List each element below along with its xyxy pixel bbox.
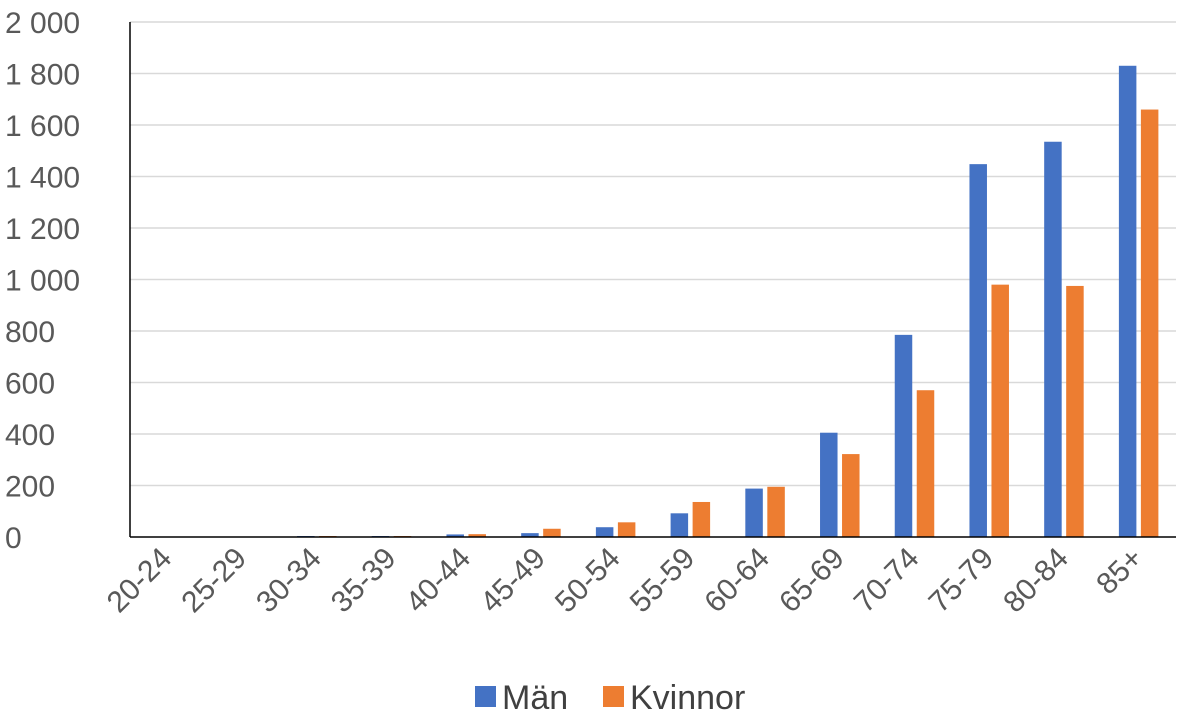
x-tick-label: 65-69 xyxy=(773,542,851,620)
y-tick-label: 0 xyxy=(5,522,22,555)
y-tick-label: 1 600 xyxy=(5,110,80,143)
bar-series-1-80-84 xyxy=(1044,141,1062,538)
y-tick-label: 1 200 xyxy=(5,213,80,246)
x-tick-label: 55-59 xyxy=(624,542,702,620)
bar-series-2-60-64 xyxy=(767,486,785,537)
bar-series-1-60-64 xyxy=(745,488,763,537)
bar-series-1-70-74 xyxy=(894,334,913,537)
x-axis-tick-labels: 20-2425-2930-3435-3940-4445-4950-5455-59… xyxy=(101,542,1150,620)
x-tick-label: 80-84 xyxy=(997,542,1075,620)
bar-series-2-75-79 xyxy=(991,284,1009,537)
bar-series-1-65-69 xyxy=(820,432,838,537)
x-tick-label: 50-54 xyxy=(549,542,627,620)
x-tick-label: 85+ xyxy=(1090,542,1149,601)
bar-series-2-45-49 xyxy=(543,528,561,537)
y-tick-label: 1 800 xyxy=(5,59,80,92)
legend-swatch xyxy=(475,686,496,707)
bar-series-1-55-59 xyxy=(670,513,689,537)
bar-series-2-80-84 xyxy=(1066,285,1084,537)
bar-series-1-45-49 xyxy=(521,533,539,537)
x-tick-label: 20-24 xyxy=(101,542,179,620)
bar-series-1-75-79 xyxy=(969,164,987,537)
y-tick-label: 600 xyxy=(5,368,55,401)
bars xyxy=(297,65,1159,538)
legend-swatch xyxy=(603,686,624,707)
x-tick-label: 45-49 xyxy=(474,542,552,620)
y-tick-label: 400 xyxy=(5,419,55,452)
legend: Män Kvinnor xyxy=(475,679,745,717)
x-tick-label: 40-44 xyxy=(400,542,478,620)
x-tick-label: 30-34 xyxy=(250,542,328,620)
y-tick-label: 2 000 xyxy=(5,7,80,40)
bar-series-2-70-74 xyxy=(916,390,935,537)
y-axis-tick-labels: 0 200 400 600 800 1 000 1 200 1 400 1 600 1 800 2 … xyxy=(5,7,80,555)
x-tick-label: 70-74 xyxy=(848,542,926,620)
bar-series-2-40-44 xyxy=(468,534,486,537)
x-tick-label: 25-29 xyxy=(175,542,253,620)
x-tick-label: 75-79 xyxy=(923,542,1001,620)
y-tick-label: 1 000 xyxy=(5,265,80,298)
bar-series-1-40-44 xyxy=(446,534,464,537)
bar-series-2-55-59 xyxy=(692,501,711,537)
x-tick-label: 35-39 xyxy=(325,542,403,620)
bar-series-1-50-54 xyxy=(595,527,614,537)
legend-label: Kvinnor xyxy=(630,679,745,717)
y-tick-label: 800 xyxy=(5,316,55,349)
legend-label: Män xyxy=(502,679,568,717)
gridlines xyxy=(130,21,1176,487)
y-tick-label: 1 400 xyxy=(5,162,80,195)
bar-series-2-50-54 xyxy=(617,522,636,537)
x-tick-label: 60-64 xyxy=(698,542,776,620)
bar-series-2-65-69 xyxy=(842,454,860,537)
bar-series-2-85+ xyxy=(1140,109,1159,538)
bar-series-1-85+ xyxy=(1118,65,1137,538)
y-tick-label: 200 xyxy=(5,471,55,504)
